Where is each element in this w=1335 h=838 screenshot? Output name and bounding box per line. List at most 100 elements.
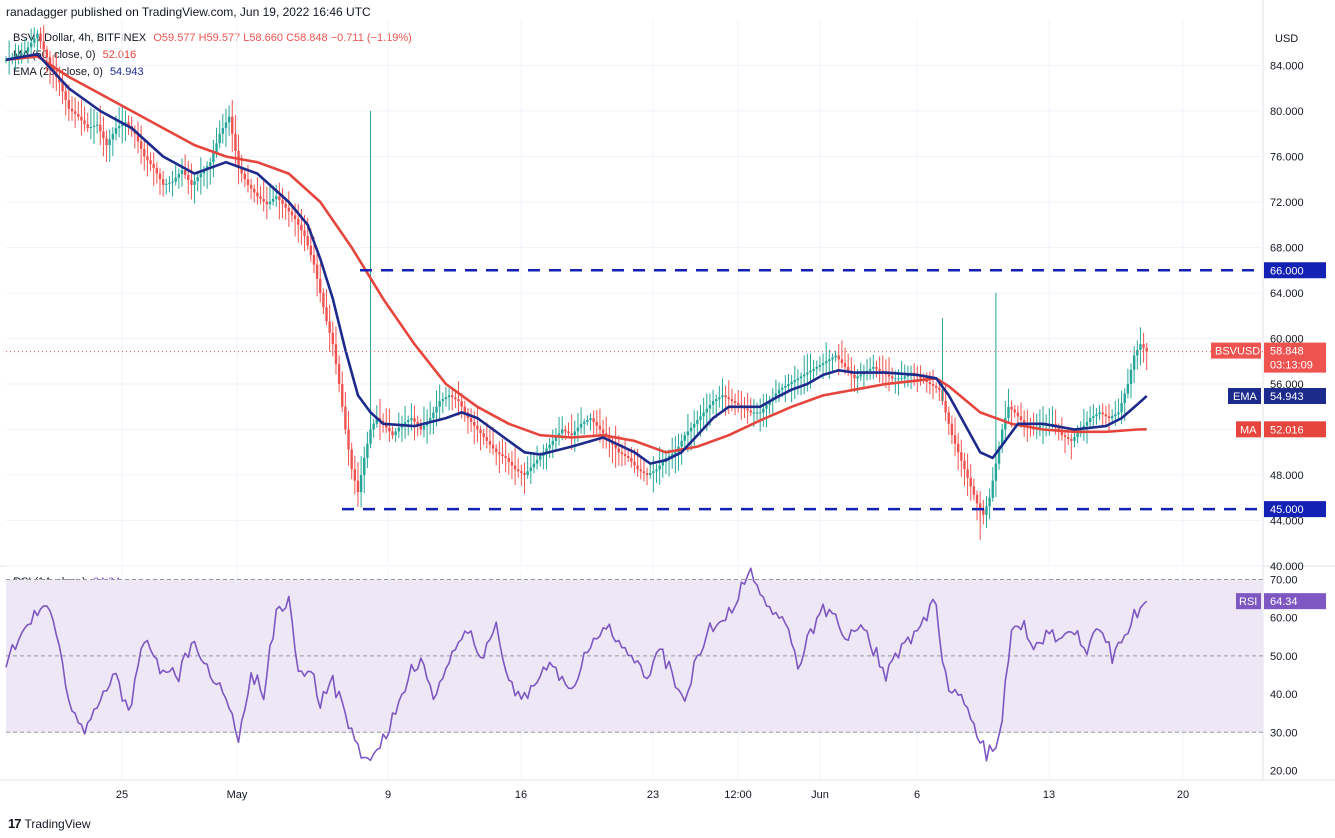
candle-body [975, 494, 979, 504]
candle-body [897, 378, 900, 380]
candle-body [705, 408, 708, 413]
candle-body [319, 278, 322, 293]
level-tag-bg [1264, 262, 1326, 279]
candle-body [353, 469, 357, 481]
candle-body [111, 133, 115, 140]
candle-body [730, 399, 734, 402]
y-tick-label: 48.000 [1270, 470, 1304, 482]
y-tick-label: 56.000 [1270, 379, 1304, 391]
candle-body [363, 457, 366, 475]
candle-body [388, 427, 391, 432]
candle-body [196, 177, 199, 182]
ma-tag-label: MA [1240, 424, 1257, 436]
candle-body [859, 374, 862, 377]
candle-body [972, 486, 976, 495]
candle-body [253, 188, 256, 193]
candle-body [281, 200, 284, 204]
candle-body [938, 387, 941, 390]
candle-body [570, 433, 573, 436]
candle-body [934, 385, 938, 388]
candle-body [655, 469, 658, 472]
candle-body [925, 380, 928, 383]
candle-body [749, 410, 752, 413]
candle-body [1114, 414, 1117, 417]
ma-value-label: 52.016 [1270, 424, 1304, 436]
candle-body [765, 404, 768, 409]
candle-body [73, 111, 77, 115]
rsi-y-tick-label: 40.00 [1270, 689, 1298, 701]
candle-body [1136, 349, 1139, 356]
candle-body [557, 433, 561, 438]
candle-body [539, 456, 542, 460]
candle-body [1117, 412, 1120, 415]
candle-body [89, 126, 93, 129]
candle-body [95, 124, 99, 126]
candle-body [234, 133, 237, 151]
candle-body [372, 423, 375, 430]
candle-body [341, 384, 344, 407]
candle-body [432, 412, 435, 419]
candle-body [507, 457, 510, 462]
candle-body [752, 412, 756, 414]
rsi-tag-label: RSI [1239, 596, 1257, 608]
candle-body [985, 506, 988, 515]
candle-body [375, 418, 379, 424]
level-tag-label: 45.000 [1270, 504, 1304, 516]
x-tick-label: 25 [116, 789, 128, 801]
candle-body [262, 198, 265, 202]
candle-body [944, 401, 947, 413]
candle-body [601, 429, 605, 434]
candle-body [667, 456, 671, 458]
candle-body [86, 124, 89, 129]
candle-body [586, 420, 589, 422]
x-tick-label: 13 [1043, 789, 1055, 801]
candle-body [627, 456, 630, 458]
candle-body [413, 418, 416, 422]
candle-body [1060, 431, 1064, 436]
candle-body [894, 378, 897, 380]
candle-body [249, 184, 253, 189]
candle-body [444, 397, 448, 400]
y-tick-label: 40.000 [1270, 561, 1304, 573]
candle-body [1013, 409, 1016, 413]
rsi-value-label: 64.34 [1270, 596, 1298, 608]
candle-body [1004, 418, 1007, 430]
candle-body [576, 427, 580, 432]
candle-body [671, 454, 674, 457]
candle-body [397, 427, 401, 432]
candle-body [14, 55, 17, 58]
candle-body [394, 431, 397, 436]
candle-body [1038, 425, 1042, 428]
candle-body [36, 33, 39, 39]
candle-body [265, 201, 269, 205]
candle-body [727, 397, 730, 400]
candle-body [23, 51, 27, 54]
candle-body [334, 344, 338, 365]
candle-body [306, 236, 309, 246]
candle-body [92, 125, 96, 127]
candle-body [759, 412, 762, 414]
candle-body [796, 378, 800, 381]
candle-body [642, 471, 646, 474]
rsi-tag-bg [1236, 593, 1261, 610]
candle-body [268, 201, 272, 205]
candle-body [429, 418, 432, 422]
candle-body [240, 167, 243, 174]
candle-body [746, 408, 749, 411]
y-tick-label: 76.000 [1270, 152, 1304, 164]
candle-body [488, 440, 492, 445]
candle-body [733, 401, 737, 403]
candle-body [161, 179, 165, 185]
candle-body [617, 448, 620, 453]
candle-body [1066, 437, 1070, 439]
candle-body [504, 456, 507, 458]
candle-body [532, 463, 536, 468]
candle-body [878, 368, 881, 371]
candle-body [422, 425, 426, 430]
candle-body [183, 170, 187, 176]
tradingview-brand[interactable]: 17 TradingView [8, 816, 91, 831]
candle-body [573, 431, 576, 436]
candle-body [67, 100, 71, 109]
candle-body [598, 425, 602, 430]
